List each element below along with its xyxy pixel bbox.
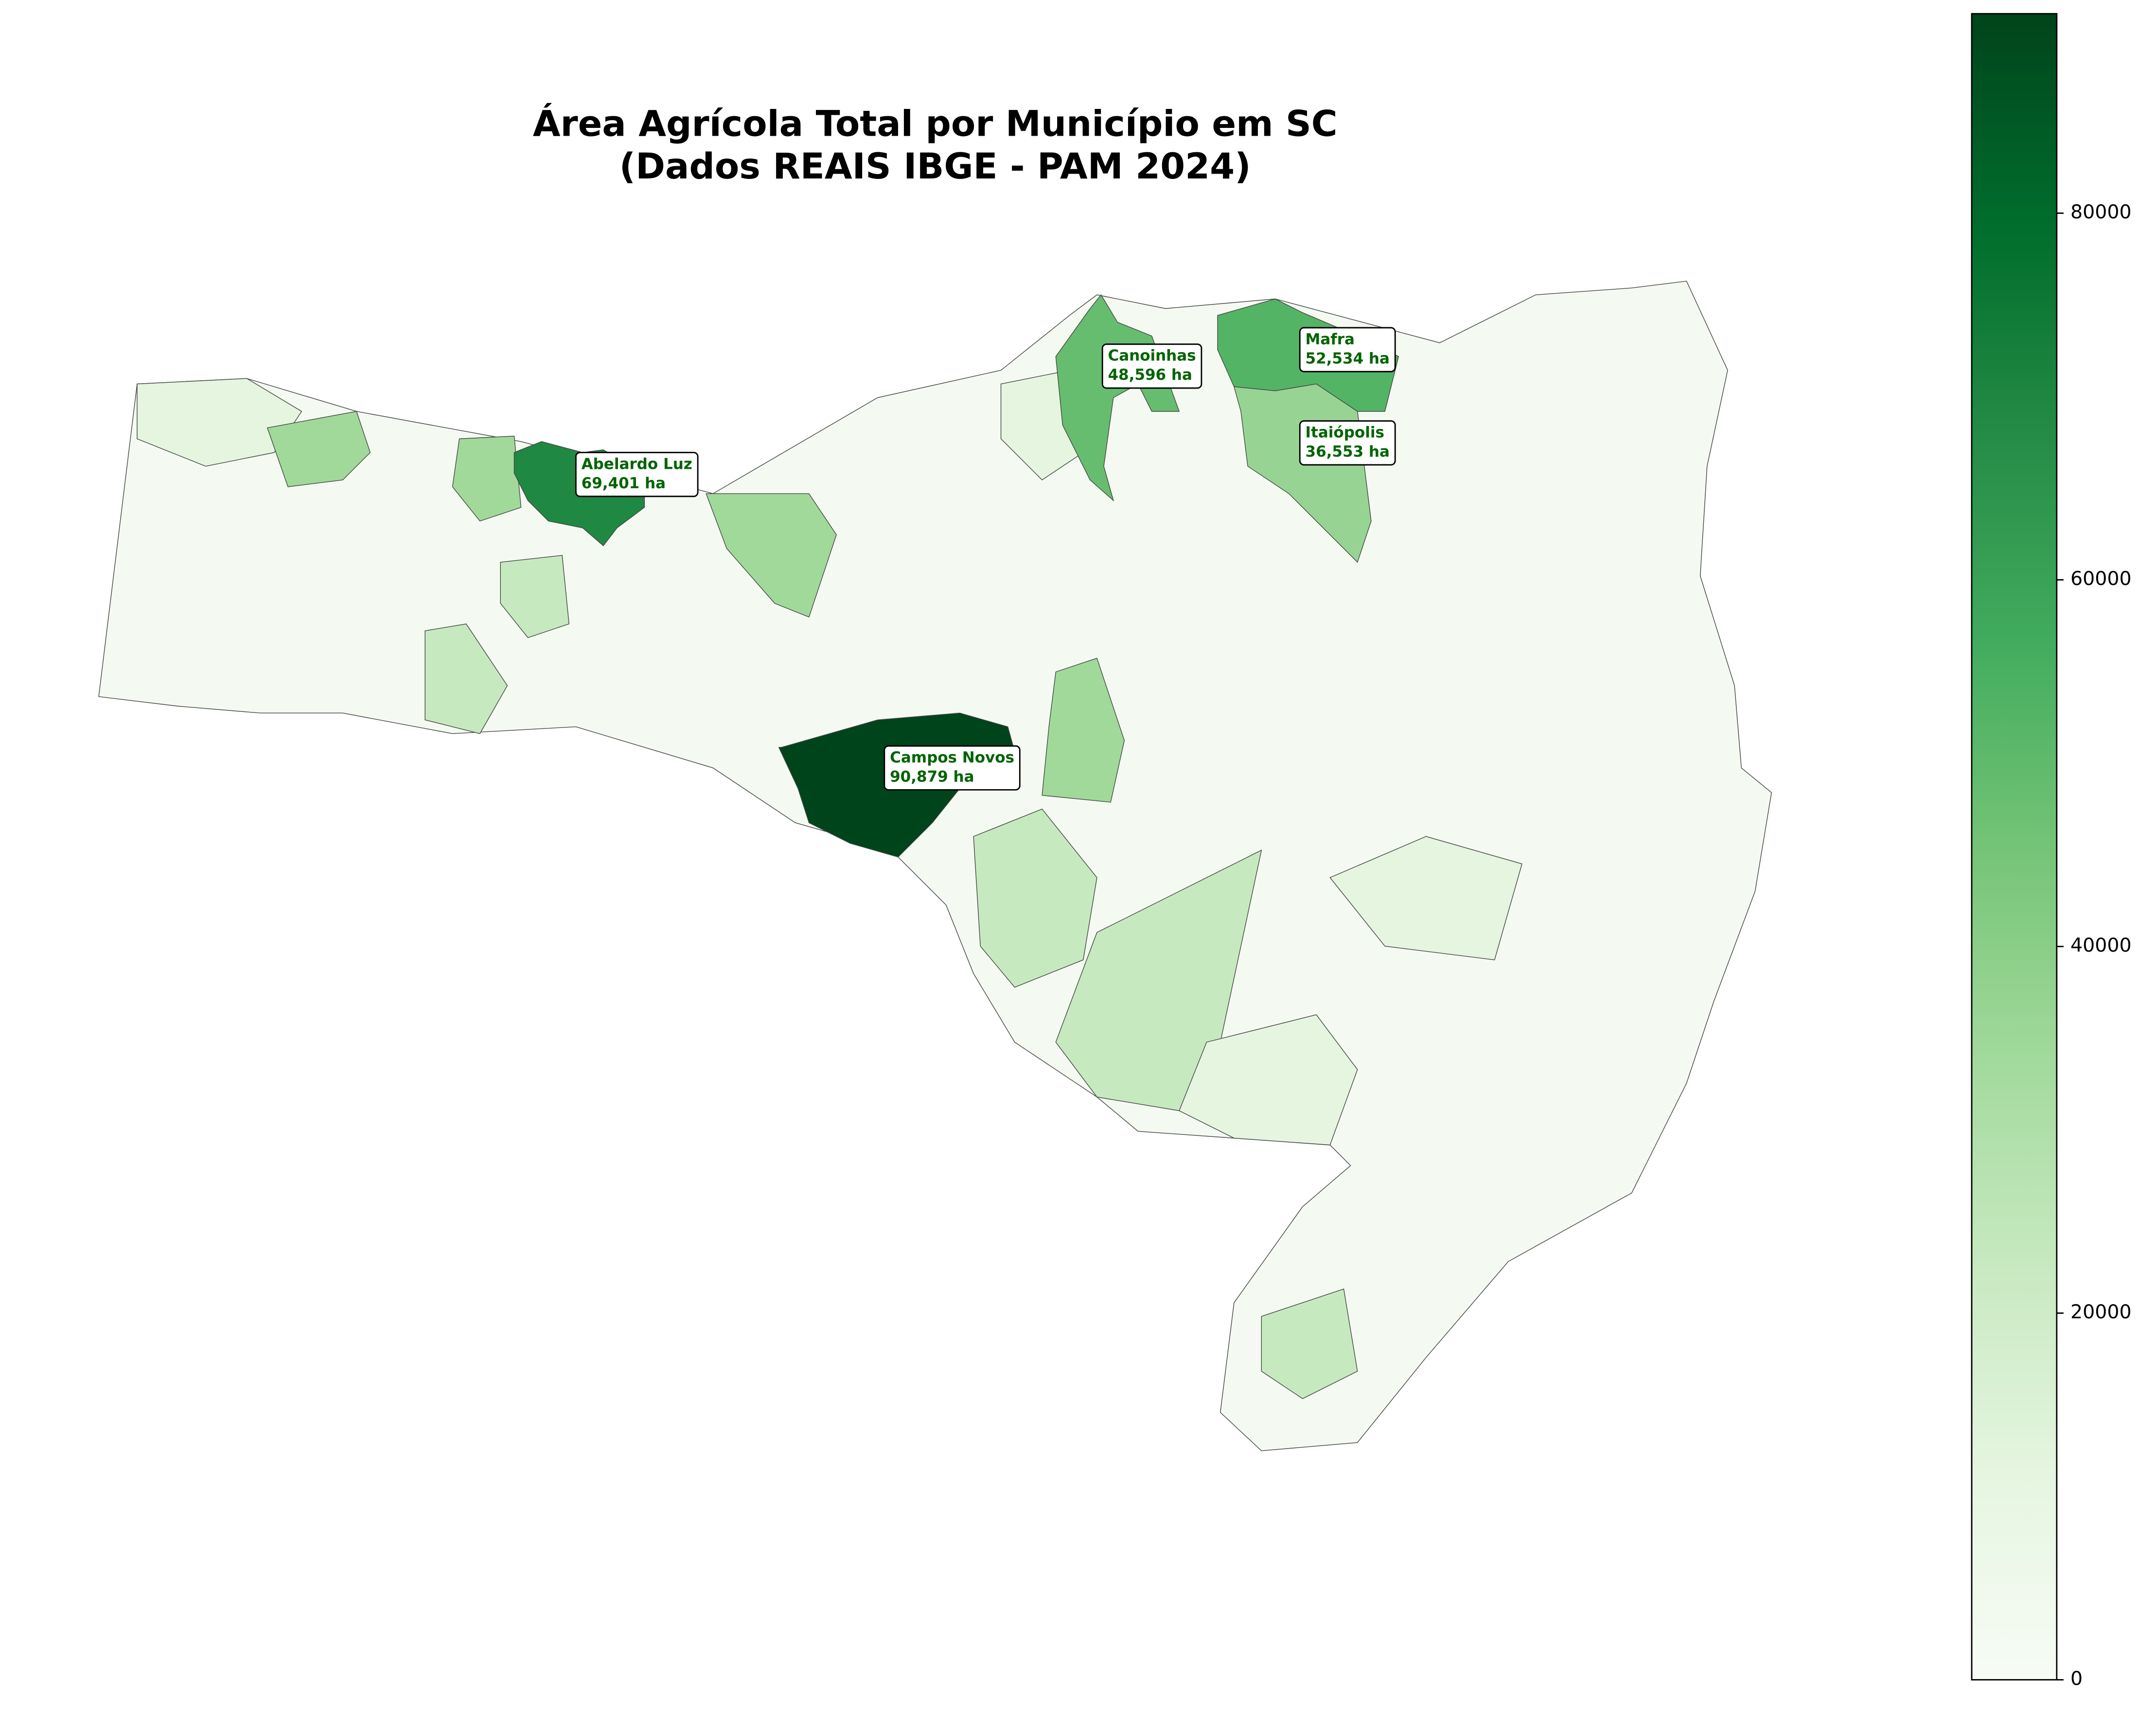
annotation-box bbox=[1299, 327, 1396, 372]
municipality bbox=[1261, 1288, 1358, 1399]
annotation-box bbox=[1101, 343, 1202, 389]
annotation: Campos Novos 90,879 ha bbox=[884, 745, 1021, 791]
municipality bbox=[1042, 657, 1125, 803]
map-subtitle: (Dados REAIS IBGE - PAM 2024) bbox=[619, 146, 1251, 187]
annotations: Campos Novos 90,879 ha Abelardo Luz 69,401 … bbox=[575, 327, 1396, 791]
annotation-box bbox=[884, 745, 1021, 791]
colorbar-tick-label: 20000 bbox=[2070, 1301, 2132, 1323]
annotation-name: Mafra bbox=[1306, 331, 1355, 348]
municipality bbox=[452, 436, 522, 522]
state-base bbox=[98, 281, 1772, 1452]
annotation-value: 90,879 ha bbox=[890, 768, 974, 785]
annotation-name: Abelardo Luz bbox=[582, 455, 692, 473]
colorbar-tick-label: 80000 bbox=[2070, 201, 2132, 223]
annotation-value: 48,596 ha bbox=[1108, 366, 1192, 384]
municipality bbox=[706, 493, 837, 618]
municipality bbox=[1329, 836, 1522, 960]
annotation: Abelardo Luz 69,401 ha bbox=[575, 452, 699, 497]
municipality bbox=[500, 555, 570, 638]
colorbar-tick-label: 60000 bbox=[2070, 567, 2132, 590]
annotation-box bbox=[575, 452, 699, 497]
annotation-box bbox=[1299, 420, 1396, 466]
annotation-name: Campos Novos bbox=[890, 749, 1014, 766]
annotation: Mafra 52,534 ha bbox=[1299, 327, 1396, 372]
annotation-name: Itaiópolis bbox=[1306, 424, 1384, 442]
map-title: Área Agrícola Total por Município em SC bbox=[533, 103, 1338, 144]
annotation-name: Canoinhas bbox=[1108, 347, 1196, 365]
colorbar-tick-label: 0 bbox=[2070, 1667, 2083, 1690]
annotation-value: 52,534 ha bbox=[1306, 350, 1390, 367]
colorbar-tick-label: 40000 bbox=[2070, 934, 2132, 957]
annotation-value: 69,401 ha bbox=[582, 475, 666, 492]
municipality bbox=[137, 378, 302, 467]
municipality bbox=[424, 623, 508, 734]
municipality bbox=[973, 808, 1097, 988]
colorbar bbox=[1971, 13, 2058, 1681]
colorbar-ticks: 0 20000 40000 60000 80000 bbox=[2056, 201, 2132, 1690]
annotation-value: 36,553 ha bbox=[1306, 443, 1390, 461]
municipality bbox=[1179, 1014, 1358, 1146]
municipality bbox=[266, 411, 371, 487]
